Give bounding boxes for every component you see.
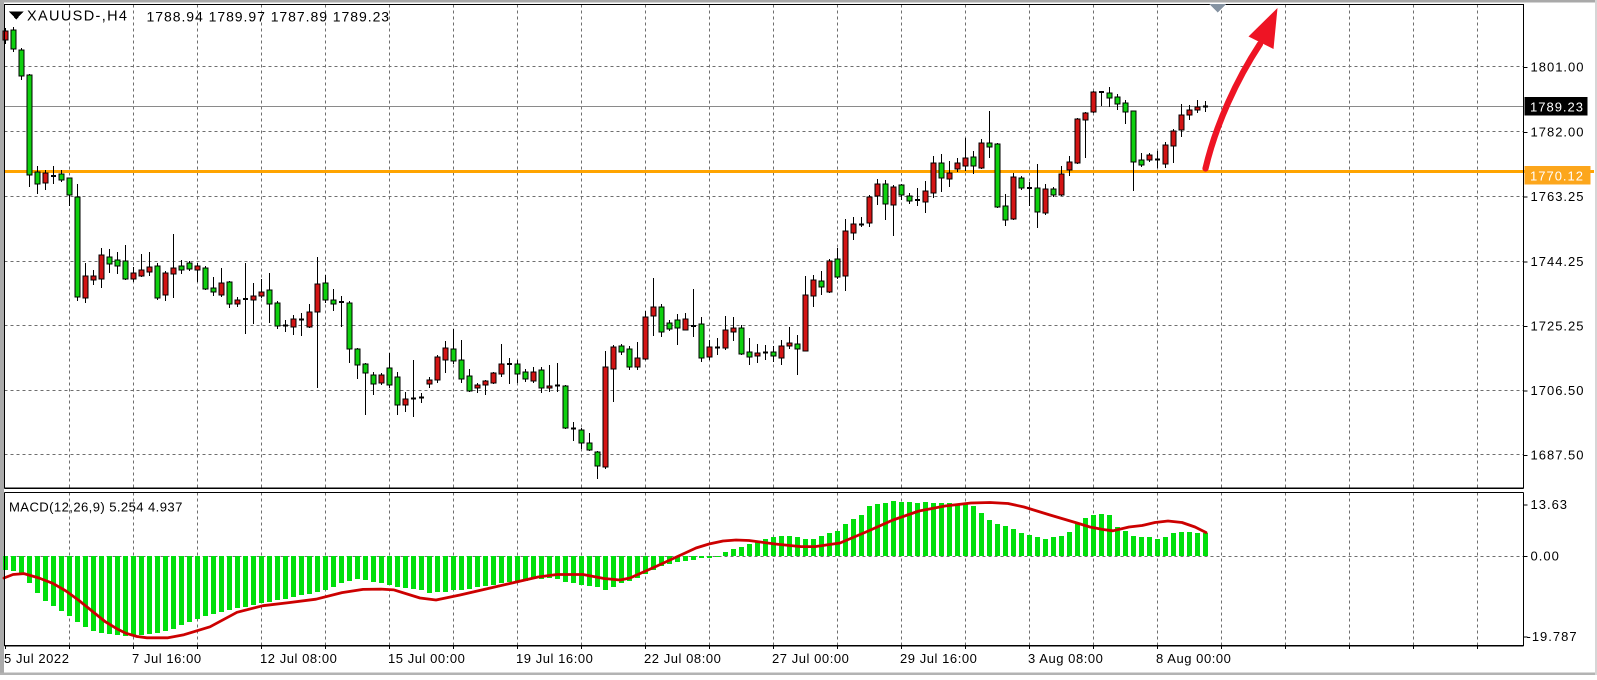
- svg-text:29 Jul 16:00: 29 Jul 16:00: [900, 651, 977, 666]
- svg-text:1770.12: 1770.12: [1530, 168, 1584, 183]
- svg-text:12 Jul 08:00: 12 Jul 08:00: [260, 651, 337, 666]
- svg-text:22 Jul 08:00: 22 Jul 08:00: [644, 651, 721, 666]
- svg-text:15 Jul 00:00: 15 Jul 00:00: [388, 651, 465, 666]
- svg-text:0.00: 0.00: [1531, 549, 1560, 564]
- svg-text:13.63: 13.63: [1531, 497, 1569, 512]
- svg-text:7 Jul 16:00: 7 Jul 16:00: [132, 651, 202, 666]
- svg-text:27 Jul 00:00: 27 Jul 00:00: [772, 651, 849, 666]
- svg-text:8 Aug 00:00: 8 Aug 00:00: [1156, 651, 1231, 666]
- svg-text:1744.25: 1744.25: [1531, 254, 1585, 269]
- svg-text:19 Jul 16:00: 19 Jul 16:00: [516, 651, 593, 666]
- svg-text:MACD(12,26,9) 5.254 4.937: MACD(12,26,9) 5.254 4.937: [9, 500, 183, 515]
- svg-text:1788.94 1789.97 1787.89 1789.2: 1788.94 1789.97 1787.89 1789.23: [147, 9, 391, 25]
- svg-text:1687.50: 1687.50: [1531, 448, 1585, 463]
- svg-text:5 Jul 2022: 5 Jul 2022: [4, 651, 70, 666]
- svg-text:1706.50: 1706.50: [1531, 383, 1585, 398]
- svg-text:-19.787: -19.787: [1527, 629, 1578, 644]
- svg-text:1789.23: 1789.23: [1530, 99, 1584, 114]
- svg-text:1782.00: 1782.00: [1531, 125, 1585, 140]
- svg-text:1725.25: 1725.25: [1531, 319, 1585, 334]
- svg-text:1763.25: 1763.25: [1531, 189, 1585, 204]
- svg-text:1801.00: 1801.00: [1531, 60, 1585, 75]
- svg-text:3 Aug 08:00: 3 Aug 08:00: [1028, 651, 1103, 666]
- svg-text:XAUUSD-,H4: XAUUSD-,H4: [27, 9, 128, 25]
